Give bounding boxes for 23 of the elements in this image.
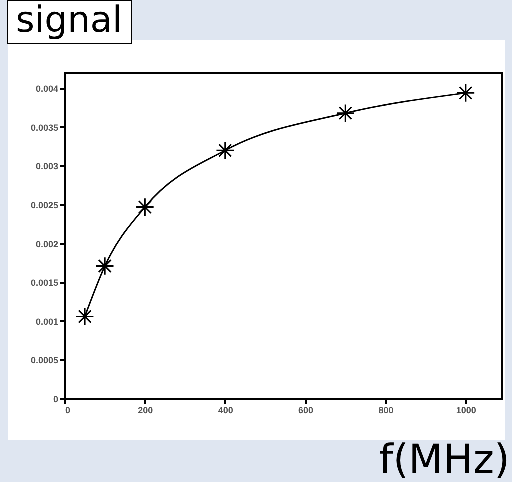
x-tick-label: 1000: [456, 406, 476, 416]
point: [96, 256, 114, 276]
x-tick-label: 200: [138, 406, 154, 416]
x-tick-label: 0: [66, 406, 71, 416]
y-tick-label: 0.003: [36, 162, 58, 172]
y-tick-label: 0: [53, 394, 58, 404]
y-tick-label: 0.0035: [30, 122, 58, 133]
y-tick-label: 0.0005: [30, 356, 58, 366]
y-tick-label: 0.0015: [30, 278, 58, 288]
y-tick-label: 0.0025: [30, 200, 58, 210]
x-axis-title: f(MHz): [379, 437, 510, 482]
point: [136, 198, 155, 217]
point: [76, 307, 94, 326]
y-tick-label: 0.002: [36, 239, 58, 250]
y-tick-label: 0.004: [36, 84, 58, 94]
point: [456, 84, 476, 103]
y-axis-title: signal: [7, 0, 132, 44]
x-tick-label: 400: [218, 406, 234, 416]
x-tick-label: 600: [298, 406, 314, 416]
point: [216, 141, 235, 160]
y-tick-label: 0.001: [36, 316, 58, 327]
point: [336, 104, 356, 123]
x-tick-label: 800: [378, 406, 394, 416]
